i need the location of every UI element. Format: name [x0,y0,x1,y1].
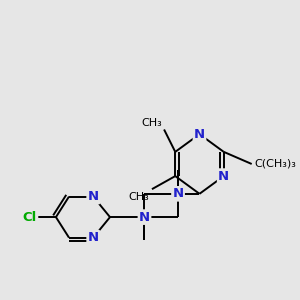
Text: Cl: Cl [23,211,37,224]
Text: N: N [139,211,150,224]
Text: N: N [194,128,205,141]
Text: CH₃: CH₃ [142,118,162,128]
Text: N: N [172,187,184,200]
Text: N: N [218,169,229,183]
Text: C(CH₃)₃: C(CH₃)₃ [254,159,296,169]
Text: CH₃: CH₃ [128,192,149,202]
Text: N: N [88,231,99,244]
Text: N: N [88,190,99,203]
